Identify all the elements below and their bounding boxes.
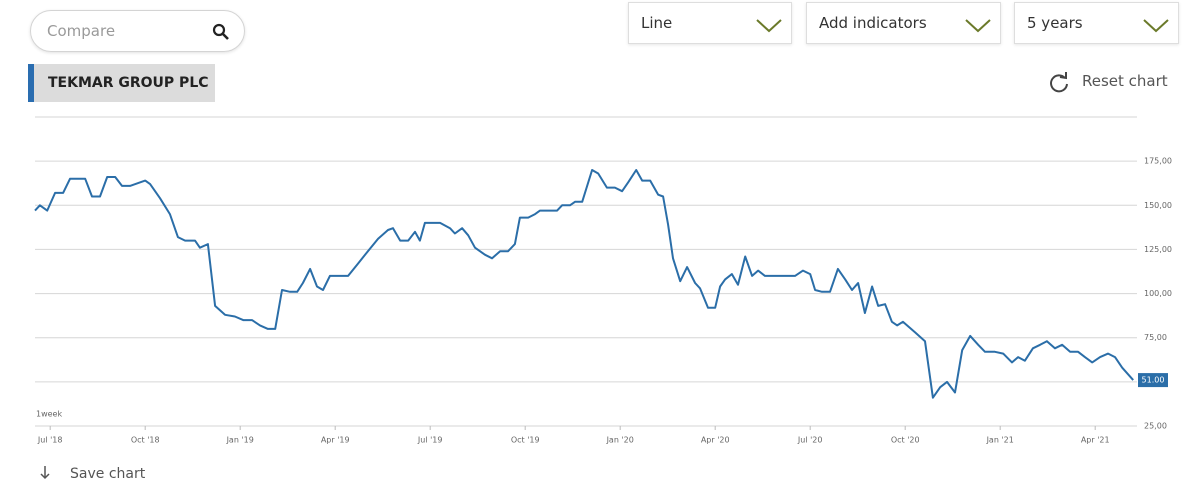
x-tick-label: Oct '20 — [891, 436, 920, 445]
reset-chart-button[interactable]: Reset chart — [1046, 70, 1176, 96]
chart-type-dropdown[interactable]: Line — [628, 2, 792, 44]
interval-label: 1week — [36, 410, 62, 419]
y-tick-label: 100,00 — [1144, 289, 1172, 298]
x-tick-label: Jul '19 — [417, 436, 443, 445]
y-tick-label: 175,00 — [1144, 157, 1172, 166]
indicators-dropdown[interactable]: Add indicators — [806, 2, 1001, 44]
x-tick-label: Jan '21 — [986, 436, 1014, 445]
instrument-name: TEKMAR GROUP PLC — [48, 75, 209, 91]
instrument-tag[interactable]: TEKMAR GROUP PLC — [28, 64, 215, 102]
x-tick-label: Jan '20 — [606, 436, 634, 445]
page: {"ui": {"compare_placeholder": "Compare"… — [28, 2, 1179, 482]
chart: 1week 25,00 75,00 100,00 125,00 150,00 175,00… — [34, 116, 1172, 445]
reset-icon — [1050, 72, 1068, 93]
period-text: 5 years — [1027, 14, 1083, 32]
x-tick-label: Oct '19 — [511, 436, 540, 445]
current-value-badge — [1138, 373, 1168, 388]
price-line — [34, 169, 1134, 399]
search-icon — [212, 23, 229, 40]
chevron — [1143, 19, 1169, 33]
chevron — [756, 19, 782, 33]
x-tick-label: Jul '20 — [797, 436, 823, 445]
y-tick-label: 25,00 — [1144, 422, 1167, 431]
x-tick-label: Jan '19 — [226, 436, 254, 445]
reset-text: Reset chart — [1082, 72, 1168, 90]
period-dropdown[interactable]: 5 years — [1014, 2, 1179, 44]
compare-search[interactable]: Compare — [30, 10, 245, 52]
indicators-text: Add indicators — [819, 14, 927, 32]
y-tick-label: 125,00 — [1144, 245, 1172, 254]
chevron — [965, 19, 991, 33]
x-tick-label: Apr '19 — [321, 436, 350, 445]
y-tick-label: 150,00 — [1144, 201, 1172, 210]
y-tick-label: 75,00 — [1144, 333, 1167, 342]
x-tick-label: Apr '21 — [1081, 436, 1110, 445]
x-tick-label: Oct '18 — [131, 436, 160, 445]
current-value-label: 51.00 — [1142, 376, 1165, 385]
x-tick-label: Jul '18 — [37, 436, 63, 445]
compare-placeholder: Compare — [47, 22, 116, 40]
x-tick-label: Apr '20 — [701, 436, 730, 445]
chart-type-text: Line — [641, 14, 673, 32]
